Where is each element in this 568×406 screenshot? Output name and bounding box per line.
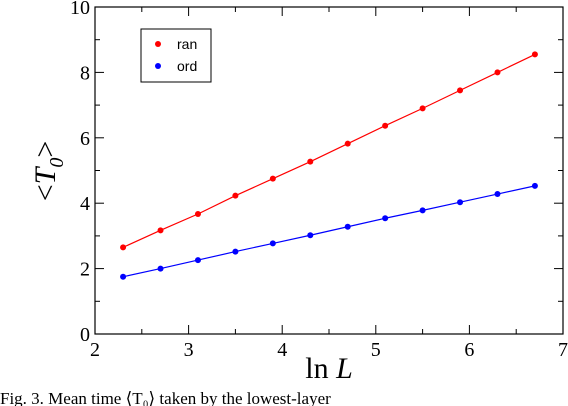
x-axis-title: ln L bbox=[305, 352, 353, 385]
data-point-ran bbox=[344, 140, 351, 147]
legend-label-ord: ord bbox=[177, 58, 197, 74]
data-point-ran bbox=[269, 175, 276, 182]
x-axis-title-var: L bbox=[335, 352, 353, 385]
data-point-ord bbox=[457, 199, 464, 206]
legend-marker-ord bbox=[155, 63, 161, 69]
legend-marker-ran bbox=[155, 41, 161, 47]
data-point-ran bbox=[232, 192, 239, 199]
data-point-ran bbox=[382, 122, 389, 129]
data-point-ord bbox=[232, 248, 239, 255]
series-line-ran bbox=[122, 53, 536, 248]
x-tick-label: 3 bbox=[184, 339, 194, 361]
data-point-ord bbox=[269, 240, 276, 247]
data-point-ran bbox=[419, 105, 426, 112]
data-point-ord bbox=[494, 191, 501, 198]
data-point-ran bbox=[494, 69, 501, 76]
legend-box bbox=[140, 28, 212, 83]
data-point-ord bbox=[307, 232, 314, 239]
data-point-ran bbox=[457, 87, 464, 94]
y-tick-label: 0 bbox=[80, 324, 90, 346]
data-point-ord bbox=[194, 257, 201, 264]
data-point-ord bbox=[531, 182, 538, 189]
figure-caption: Fig. 3. Mean time ⟨T₀⟩ taken by the lowe… bbox=[0, 389, 331, 406]
data-point-ord bbox=[120, 273, 127, 280]
data-point-ord bbox=[157, 265, 164, 272]
y-tick-label: 4 bbox=[80, 193, 90, 215]
x-tick-label: 2 bbox=[90, 339, 100, 361]
data-point-ran bbox=[157, 227, 164, 234]
series-line-ord bbox=[122, 185, 536, 278]
y-tick-label: 10 bbox=[70, 0, 90, 19]
x-tick-label: 6 bbox=[464, 339, 474, 361]
svg-text:<T0>: <T0> bbox=[29, 141, 68, 202]
data-point-ran bbox=[120, 244, 127, 251]
data-point-ran bbox=[531, 51, 538, 58]
y-axis-title: <T0> bbox=[29, 141, 68, 202]
x-tick-label: 7 bbox=[558, 339, 568, 361]
legend: ran ord bbox=[140, 28, 212, 83]
y-tick-label: 8 bbox=[80, 62, 90, 84]
series-ran bbox=[120, 51, 538, 251]
x-tick-label: 4 bbox=[277, 339, 287, 361]
data-point-ran bbox=[194, 210, 201, 217]
y-tick-label: 2 bbox=[80, 259, 90, 281]
data-point-ord bbox=[382, 215, 389, 222]
legend-label-ran: ran bbox=[177, 36, 197, 52]
data-point-ord bbox=[419, 207, 426, 214]
x-tick-label: 5 bbox=[371, 339, 381, 361]
y-tick-label: 6 bbox=[80, 128, 90, 150]
series-layer bbox=[120, 51, 538, 280]
series-ord bbox=[120, 182, 538, 280]
data-point-ran bbox=[307, 158, 314, 165]
data-point-ord bbox=[344, 223, 351, 230]
